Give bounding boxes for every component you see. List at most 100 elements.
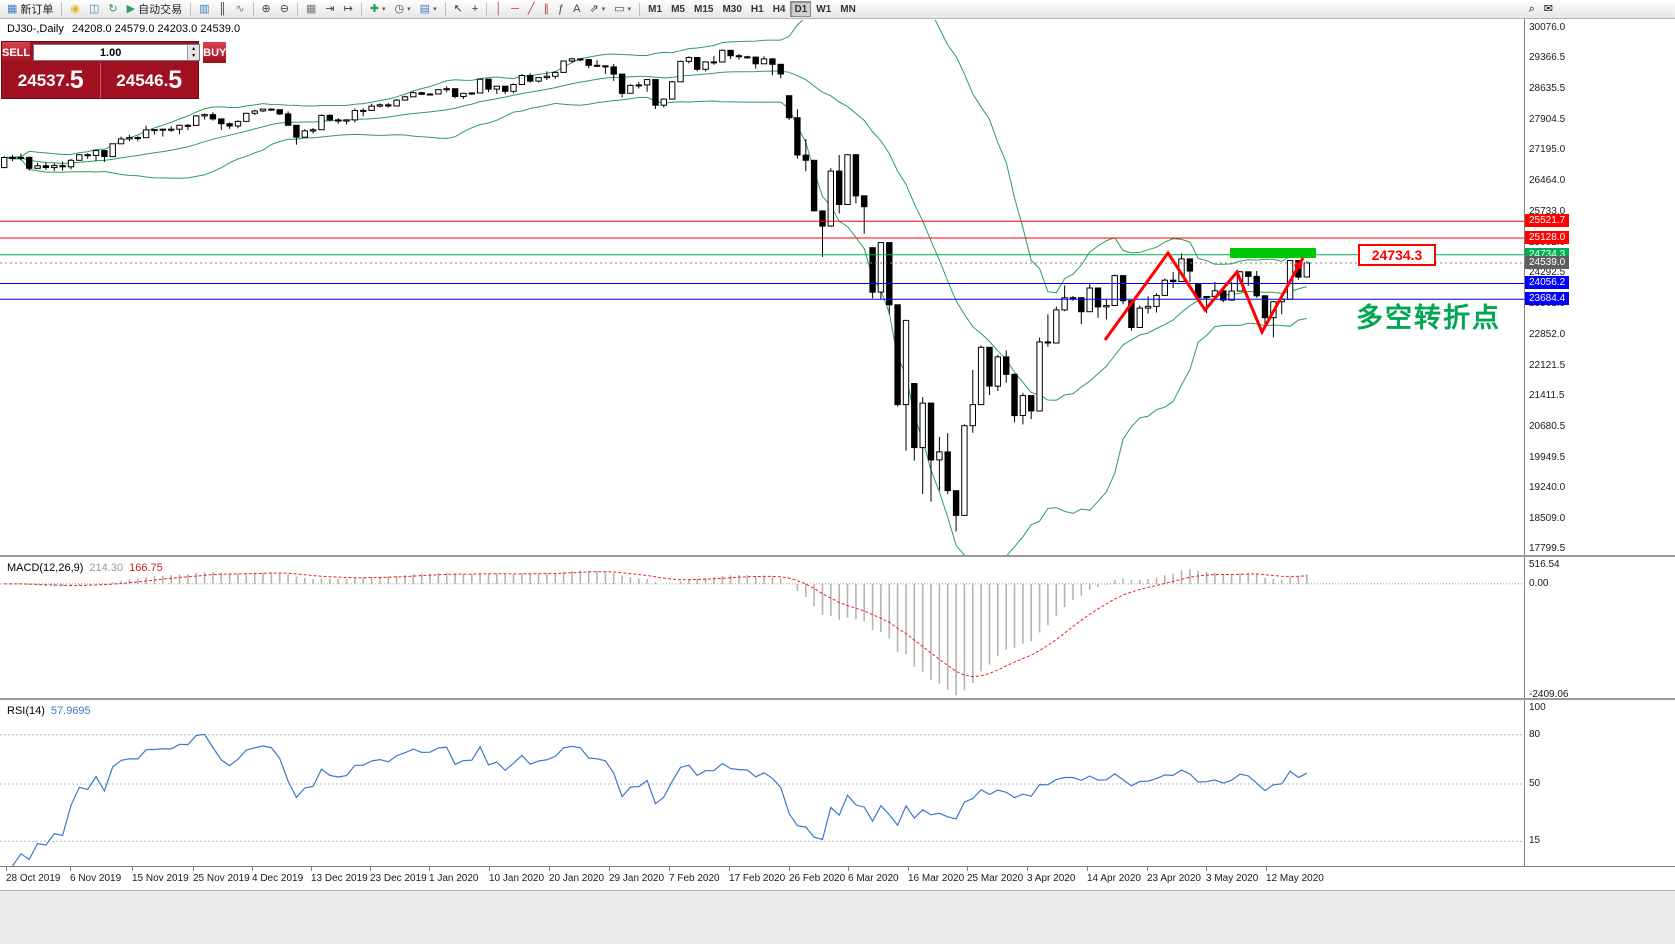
timeframe-mn[interactable]: MN xyxy=(836,1,860,17)
candlestick-chart-button[interactable]: ║ xyxy=(215,1,231,17)
time-tick xyxy=(132,867,133,871)
time-tick xyxy=(1266,867,1267,871)
timeframe-m30[interactable]: M30 xyxy=(718,1,745,17)
caret-down-icon: ▾ xyxy=(382,6,386,13)
price-axis[interactable]: 30076.0 29366.5 28635.5 27904.5 27195.0 26464… xyxy=(1524,19,1675,866)
price-callout-label[interactable]: 24734.3 xyxy=(1358,244,1436,266)
time-tick xyxy=(370,867,371,871)
text-label-button[interactable]: A xyxy=(569,1,584,17)
macd-name: MACD(12,26,9) xyxy=(7,562,84,574)
current-price-tag: 24539.0 xyxy=(1525,255,1570,269)
ask-price[interactable]: 24546. 5 xyxy=(99,63,199,98)
timeframe-m15[interactable]: M15 xyxy=(690,1,717,17)
channel-button[interactable]: ∥ xyxy=(540,1,554,17)
price-tick-label: 29366.5 xyxy=(1529,52,1566,64)
timeframe-w1[interactable]: W1 xyxy=(812,1,835,17)
caret-down-icon: ▾ xyxy=(433,6,437,13)
templates-button[interactable]: ▤ ▾ xyxy=(416,1,441,17)
date-label: 13 Dec 2019 xyxy=(311,873,368,884)
ask-price-frac: 5 xyxy=(168,66,183,94)
refresh-button[interactable]: ↻ xyxy=(104,1,121,17)
rsi-tick-label: 15 xyxy=(1529,835,1541,847)
auto-scroll-button[interactable]: ⇥ xyxy=(321,1,338,17)
trendline-button[interactable]: ╱ xyxy=(524,1,539,17)
time-tick xyxy=(1087,867,1088,871)
date-label: 23 Apr 2020 xyxy=(1147,873,1201,884)
time-tick xyxy=(729,867,730,871)
shapes-button[interactable]: ▭ ▾ xyxy=(610,1,635,17)
macd-tick-label: 516.54 xyxy=(1529,559,1560,570)
time-tick xyxy=(1027,867,1028,871)
line-chart-button[interactable]: ∿ xyxy=(231,1,248,17)
price-tick-label: 19240.0 xyxy=(1529,481,1566,493)
arrows-button[interactable]: ⇗ ▾ xyxy=(586,1,610,17)
time-axis[interactable]: 28 Oct 2019 6 Nov 2019 15 Nov 2019 25 Nov 2… xyxy=(0,866,1675,890)
volume-decrease-button[interactable]: ▾ xyxy=(188,52,200,60)
one-click-trading-widget: SELL ▴ ▾ BUY 24537.5 24546.5 xyxy=(1,41,227,99)
vertical-line-button[interactable]: │ xyxy=(491,1,506,17)
lightbulb-icon: ◉ xyxy=(70,2,81,15)
annotation-text[interactable]: 多空转折点 xyxy=(1356,303,1501,333)
toolbar-separator xyxy=(639,2,641,16)
price-tick-label: 17799.5 xyxy=(1529,542,1566,554)
rsi-tick-label: 80 xyxy=(1529,728,1541,740)
chart-title: DJ30-,Daily 24208.0 24579.0 24203.0 24539… xyxy=(7,23,240,35)
rsi-panel xyxy=(0,733,1524,866)
new-order-icon: ▦ xyxy=(7,2,18,15)
zoom-in-button[interactable]: ⊕ xyxy=(258,1,275,17)
zoom-out-button[interactable]: ⊖ xyxy=(276,1,293,17)
zoom-in-icon: ⊕ xyxy=(261,2,271,15)
tile-windows-button[interactable]: ▦ xyxy=(302,1,320,17)
autotrading-button[interactable]: ▶ 自动交易 xyxy=(123,1,186,17)
date-label: 29 Jan 2020 xyxy=(609,873,665,884)
autotrading-label: 自动交易 xyxy=(138,4,183,16)
zigzag-trendline[interactable] xyxy=(1103,250,1305,341)
lightbulb-button[interactable]: ◉ xyxy=(66,1,84,17)
templates-icon: ▤ xyxy=(419,2,431,15)
indicators-button[interactable]: ✚ ▾ xyxy=(366,1,390,17)
macd-indicator-label: MACD(12,26,9) 214.30 166.75 xyxy=(7,562,163,574)
bar-chart-button[interactable]: ▥ xyxy=(195,1,213,17)
fibonacci-button[interactable]: ƒ xyxy=(554,1,568,17)
line-chart-icon: ∿ xyxy=(235,2,245,15)
timeframe-m5[interactable]: M5 xyxy=(667,1,689,17)
crosshair-button[interactable]: + xyxy=(468,1,482,17)
panel-splitter[interactable] xyxy=(0,698,1675,700)
time-tick xyxy=(1206,867,1207,871)
chart-canvas[interactable] xyxy=(0,0,1524,866)
chart-shift-button[interactable]: ↦ xyxy=(340,1,357,17)
volume-input[interactable] xyxy=(34,45,188,60)
horizontal-line-button[interactable]: ─ xyxy=(507,1,523,17)
arrow-icon: ⇗ xyxy=(589,2,599,15)
rsi-tick-label: 50 xyxy=(1529,778,1541,789)
price-tick-label: 22852.0 xyxy=(1529,328,1566,340)
charts-window-button[interactable]: ◫ xyxy=(85,1,103,17)
timeframe-m1[interactable]: M1 xyxy=(644,1,666,17)
bid-price[interactable]: 24537. 5 xyxy=(2,63,100,98)
tile-windows-icon: ▦ xyxy=(305,2,317,15)
buy-button[interactable]: BUY xyxy=(203,42,227,63)
auto-scroll-icon: ⇥ xyxy=(325,2,335,15)
timeframe-h4[interactable]: H4 xyxy=(769,1,790,17)
date-label: 14 Apr 2020 xyxy=(1087,873,1141,884)
date-label: 12 May 2020 xyxy=(1266,873,1324,884)
price-level-tag: 25521.7 xyxy=(1525,214,1570,228)
cursor-icon: ↖ xyxy=(453,2,463,15)
sell-button[interactable]: SELL xyxy=(2,42,31,63)
status-area xyxy=(0,890,1675,944)
channel-icon: ∥ xyxy=(543,2,550,15)
new-order-button[interactable]: ▦ 新订单 xyxy=(3,1,57,17)
message-button[interactable]: ✉ xyxy=(1540,1,1557,17)
periods-button[interactable]: ◷ ▾ xyxy=(391,1,415,17)
highlight-rectangle[interactable] xyxy=(1230,248,1316,258)
macd-tick-label: -2409.06 xyxy=(1529,689,1569,700)
timeframe-h1[interactable]: H1 xyxy=(747,1,768,17)
cursor-button[interactable]: ↖ xyxy=(450,1,467,17)
new-order-label: 新订单 xyxy=(20,4,54,16)
panel-splitter[interactable] xyxy=(0,555,1675,557)
volume-increase-button[interactable]: ▴ xyxy=(188,45,200,53)
timeframe-d1[interactable]: D1 xyxy=(790,1,812,17)
search-button[interactable]: ⌕ xyxy=(1525,1,1539,17)
toolbar-separator xyxy=(296,2,298,16)
date-label: 15 Nov 2019 xyxy=(132,873,189,884)
